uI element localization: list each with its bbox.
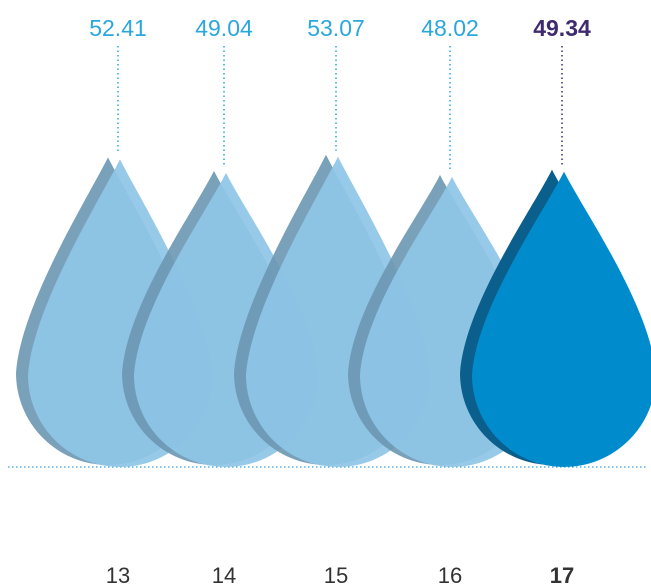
- value-label: 49.34: [533, 15, 591, 41]
- value-label: 52.41: [89, 15, 147, 41]
- value-label: 49.04: [195, 15, 253, 41]
- value-label: 53.07: [307, 15, 365, 41]
- year-label: 14: [212, 563, 236, 588]
- year-labels: 13 14 15 16 17: [106, 563, 574, 588]
- drop-mark: [472, 171, 651, 467]
- drop-marks: [16, 154, 651, 468]
- value-labels: 52.41 49.04 53.07 48.02 49.34: [89, 15, 591, 41]
- year-label: 13: [106, 563, 130, 588]
- year-label: 15: [324, 563, 348, 588]
- year-label: 16: [438, 563, 462, 588]
- year-label: 17: [550, 563, 574, 588]
- value-label: 48.02: [421, 15, 479, 41]
- leader-lines: [117, 46, 563, 171]
